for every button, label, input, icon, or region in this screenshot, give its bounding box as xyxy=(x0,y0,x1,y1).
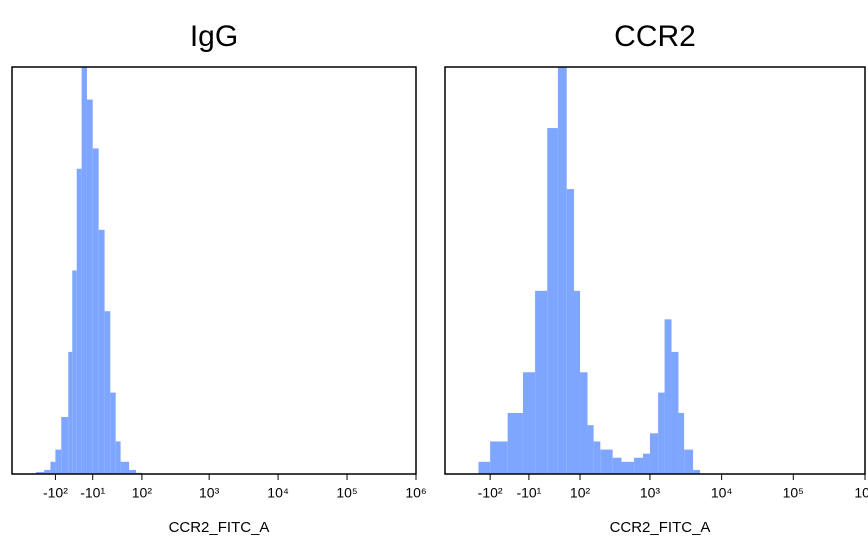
histogram-bar xyxy=(612,457,622,474)
x-tick-label: 10³ xyxy=(199,485,220,501)
histogram-bar xyxy=(490,441,508,474)
histogram-bar xyxy=(671,351,679,474)
plot-frame xyxy=(11,66,417,475)
x-tick-label: 10³ xyxy=(640,485,661,501)
histogram-bar xyxy=(50,461,56,474)
histogram-bar xyxy=(115,441,121,474)
histogram-bar xyxy=(573,290,581,474)
x-tick-label: -10¹ xyxy=(516,485,541,501)
histogram-bar xyxy=(587,425,594,474)
x-tick-label: -10² xyxy=(43,485,68,501)
x-tick-label: 10⁵ xyxy=(336,485,357,501)
histogram-bar xyxy=(72,270,77,474)
histogram-bar xyxy=(86,99,93,474)
histogram-bar xyxy=(600,449,613,474)
histogram-bar xyxy=(621,461,635,474)
histogram-bar xyxy=(129,469,137,474)
histogram-bar xyxy=(566,189,574,474)
histogram-bar xyxy=(664,319,672,474)
histogram-bar xyxy=(110,392,116,474)
histogram-bar xyxy=(684,449,694,474)
histogram-bar xyxy=(81,67,87,474)
histogram-bar xyxy=(634,457,644,474)
histogram-bar xyxy=(76,168,82,474)
histogram-bar xyxy=(643,453,650,474)
histogram-bar xyxy=(649,433,659,474)
x-axis-label: CCR2_FITC_A xyxy=(610,519,711,536)
x-tick-label: 10⁴ xyxy=(711,485,733,501)
histogram-bar xyxy=(658,392,665,474)
histogram-bar xyxy=(98,229,105,474)
x-axis-label: CCR2_FITC_A xyxy=(169,519,270,536)
x-tick-label: 10⁴ xyxy=(267,485,289,501)
histogram-bar xyxy=(693,469,701,474)
histogram-bar xyxy=(55,449,62,474)
x-tick-label: 10² xyxy=(570,485,591,501)
x-tick-label: -10² xyxy=(478,485,503,501)
histogram-bar xyxy=(535,290,548,474)
histogram-bar xyxy=(593,441,601,474)
plot-frame xyxy=(444,66,866,475)
histogram-bar xyxy=(120,461,130,474)
histogram-bar xyxy=(507,412,523,474)
x-tick-label: 10⁶ xyxy=(405,485,426,501)
histogram-bar xyxy=(68,351,73,474)
histogram-bar xyxy=(522,372,536,474)
histogram-bar xyxy=(92,148,99,474)
histogram-bar xyxy=(678,412,685,474)
x-tick-label: 10⁶ xyxy=(854,485,868,501)
chart-title: IgG xyxy=(190,20,238,53)
histogram-bar xyxy=(35,471,45,474)
histogram-bar xyxy=(547,128,558,475)
x-tick-label: 10² xyxy=(132,485,153,501)
histogram-bar xyxy=(104,311,111,474)
histogram-bar xyxy=(557,67,567,474)
histogram-bar xyxy=(580,372,588,474)
x-tick-label: -10¹ xyxy=(80,485,105,501)
chart-title: CCR2 xyxy=(614,20,696,53)
histogram-bar xyxy=(478,461,491,474)
histogram-bar xyxy=(61,417,69,474)
x-tick-label: 10⁵ xyxy=(783,485,804,501)
histogram-bar xyxy=(44,469,51,474)
